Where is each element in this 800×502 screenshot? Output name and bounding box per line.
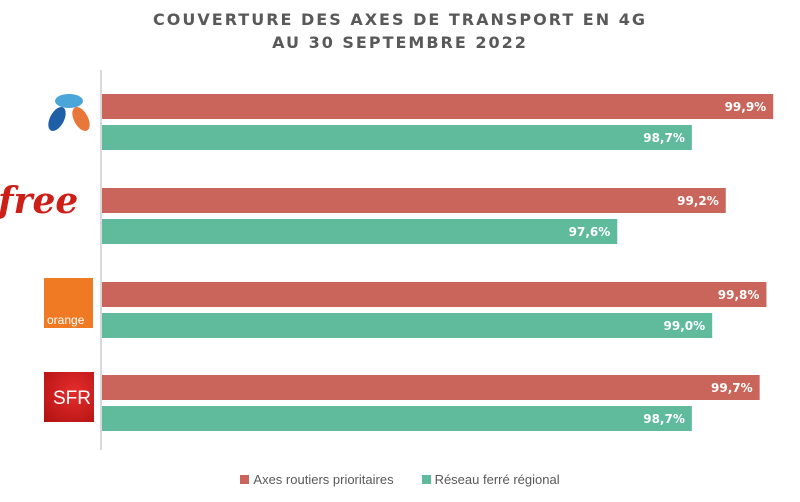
orange-logo: orange: [44, 278, 93, 328]
chart-title: COUVERTURE DES AXES DE TRANSPORT EN 4G: [153, 10, 647, 29]
legend-swatch: [240, 475, 250, 484]
orange-logo-text: orange: [47, 313, 85, 327]
free-logo: free: [0, 180, 78, 222]
chart-subtitle: AU 30 SEPTEMBRE 2022: [272, 33, 528, 52]
data-label: 98,7%: [643, 412, 685, 426]
bar-reseau-ferre-2: [102, 313, 713, 338]
bouygues-telecom-logo: [48, 94, 90, 131]
legend-item-axes-routiers: Axes routiers prioritaires: [240, 472, 394, 487]
data-label: 99,7%: [711, 381, 753, 395]
legend-swatch: [421, 475, 431, 484]
data-label: 97,6%: [569, 225, 611, 239]
data-label: 99,8%: [718, 288, 760, 302]
legend: Axes routiers prioritaires Réseau ferré …: [0, 472, 800, 487]
bar-axes-routiers-1: [102, 188, 726, 213]
bar-reseau-ferre-3: [102, 406, 692, 431]
bar-axes-routiers-3: [102, 375, 760, 400]
sfr-logo: SFR: [44, 372, 94, 422]
sfr-logo-text: SFR: [53, 388, 91, 409]
legend-item-reseau-ferre: Réseau ferré régional: [421, 472, 560, 487]
legend-label: Réseau ferré régional: [434, 472, 560, 487]
legend-label: Axes routiers prioritaires: [253, 472, 394, 487]
data-label: 98,7%: [643, 131, 685, 145]
data-label: 99,0%: [664, 319, 706, 333]
bar-reseau-ferre-1: [102, 219, 618, 244]
data-label: 99,2%: [677, 194, 719, 208]
bar-reseau-ferre-0: [102, 125, 692, 150]
data-label: 99,9%: [725, 100, 767, 114]
bar-axes-routiers-0: [102, 94, 774, 119]
bar-axes-routiers-2: [102, 282, 767, 307]
